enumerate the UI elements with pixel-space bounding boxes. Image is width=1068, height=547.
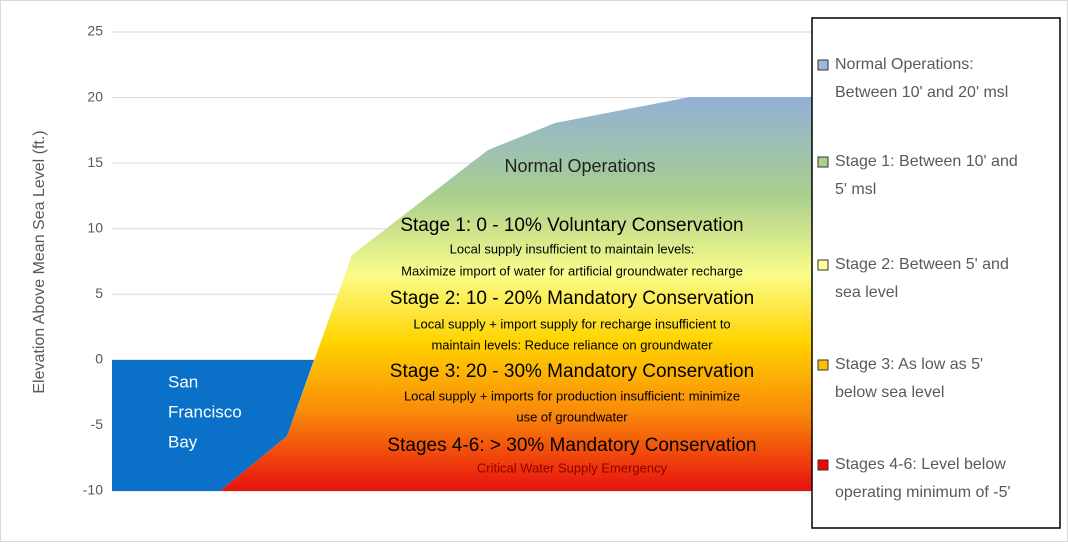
- legend-label: Normal Operations:: [835, 56, 974, 73]
- annotation: Normal Operations: [504, 156, 655, 176]
- bay-area: [112, 360, 314, 491]
- annotation: Stage 3: 20 - 30% Mandatory Conservation: [390, 361, 754, 382]
- annotation: use of groundwater: [516, 409, 628, 424]
- y-axis-label: Elevation Above Mean Sea Level (ft.): [31, 130, 48, 393]
- annotation: Local supply insufficient to maintain le…: [450, 241, 695, 256]
- legend-label: below sea level: [835, 384, 944, 401]
- legend-label: sea level: [835, 284, 898, 301]
- stage-area: [220, 97, 812, 491]
- legend-box: [811, 17, 1061, 529]
- legend-swatch: [817, 359, 829, 371]
- annotation: maintain levels: Reduce reliance on grou…: [431, 337, 713, 352]
- legend-label: Stage 1: Between 10' and: [835, 153, 1018, 170]
- legend-swatch: [817, 156, 829, 168]
- y-tick-label: -5: [91, 416, 104, 432]
- y-tick-label: 20: [87, 88, 103, 104]
- legend-label: Stage 2: Between 5' and: [835, 256, 1009, 273]
- legend-label: 5' msl: [835, 181, 876, 198]
- legend-swatch: [817, 59, 829, 71]
- annotation: Stage 2: 10 - 20% Mandatory Conservation: [390, 288, 754, 309]
- legend-label: Stages 4-6: Level below: [835, 456, 1006, 473]
- y-tick-label: 0: [95, 351, 103, 367]
- annotation: Local supply + imports for production in…: [404, 388, 740, 403]
- annotation: Critical Water Supply Emergency: [477, 460, 668, 475]
- y-tick-label: 15: [87, 154, 103, 170]
- bay-label: Francisco: [168, 402, 242, 421]
- y-tick-label: 25: [87, 23, 103, 39]
- annotation: Maximize import of water for artificial …: [401, 263, 743, 278]
- annotation: Stages 4-6: > 30% Mandatory Conservation: [387, 435, 756, 456]
- legend-label: operating minimum of -5': [835, 484, 1011, 501]
- bay-label: San: [168, 372, 198, 391]
- y-tick-label: 10: [87, 219, 103, 235]
- legend-swatch: [817, 259, 829, 271]
- annotation: Stage 1: 0 - 10% Voluntary Conservation: [400, 215, 743, 236]
- y-tick-label: -10: [83, 482, 103, 498]
- bay-label: Bay: [168, 432, 198, 451]
- y-tick-label: 5: [95, 285, 103, 301]
- annotation: Local supply + import supply for recharg…: [413, 316, 730, 331]
- legend-swatch: [817, 459, 829, 471]
- legend-label: Between 10' and 20' msl: [835, 84, 1008, 101]
- legend-label: Stage 3: As low as 5': [835, 356, 983, 373]
